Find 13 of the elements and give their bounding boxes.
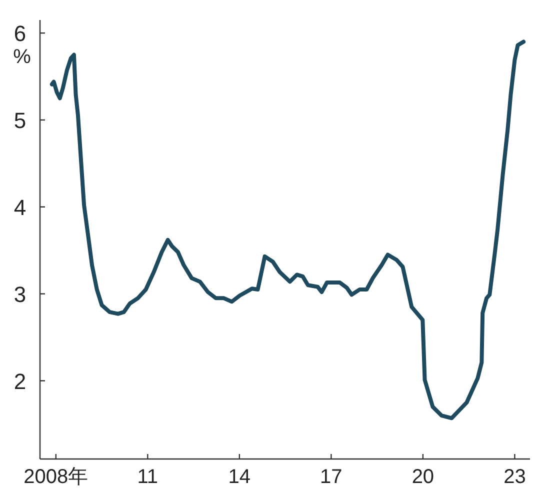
x-tick-label: 17 bbox=[320, 466, 342, 488]
y-tick-label: 2 bbox=[14, 368, 26, 394]
x-tick-label: 14 bbox=[228, 466, 251, 488]
x-tick-label: 2008年 bbox=[24, 466, 88, 488]
x-tick-label: 20 bbox=[412, 466, 434, 488]
y-tick-label: 6 bbox=[14, 21, 26, 46]
x-tick-label: 11 bbox=[137, 466, 158, 488]
y-axis-title: % bbox=[13, 46, 32, 68]
y-tick-label: 3 bbox=[14, 282, 26, 307]
line-series bbox=[50, 40, 526, 420]
y-tick-label: 4 bbox=[14, 194, 26, 220]
x-tick-label: 23 bbox=[504, 466, 526, 488]
y-tick-label: 5 bbox=[14, 108, 26, 133]
